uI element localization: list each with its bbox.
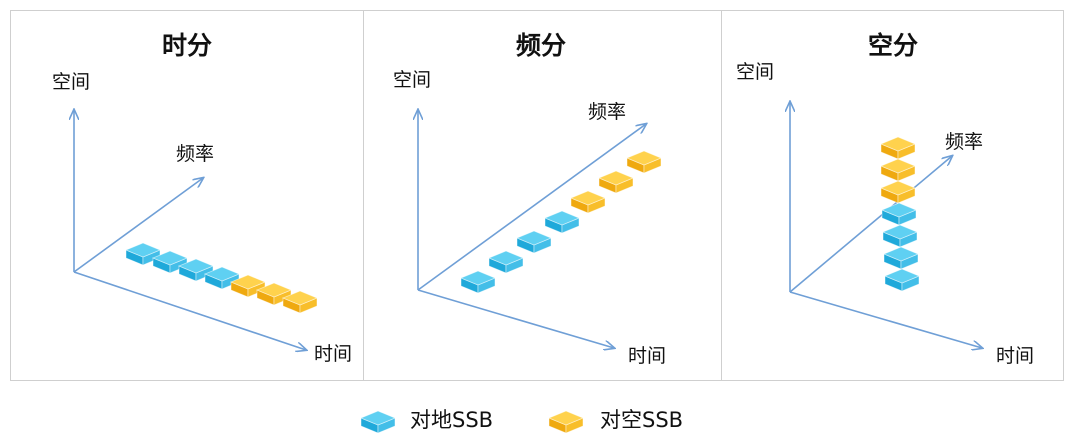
ground-ssb-block <box>515 230 553 254</box>
ssb-blocks <box>124 242 319 314</box>
frequency-axis-label: 频率 <box>176 143 214 165</box>
panel-title: 时分 <box>162 31 212 60</box>
panel-space-division: 空分 空间 频率 时间 <box>721 10 1064 381</box>
ssb-blocks <box>879 136 921 292</box>
ground-ssb-block <box>487 250 525 274</box>
ground-ssb-swatch <box>359 410 397 434</box>
time-axis <box>789 291 982 348</box>
panel-title: 空分 <box>868 31 918 60</box>
time-axis <box>73 271 306 350</box>
ground-ssb-block <box>882 246 920 270</box>
air-ssb-block <box>597 170 635 194</box>
air-ssb-block <box>547 410 585 434</box>
ground-ssb-block <box>543 210 581 234</box>
space-axis-label: 空间 <box>52 71 90 93</box>
ground-ssb-block <box>881 224 919 248</box>
space-axis-label: 空间 <box>736 61 774 83</box>
frequency-axis-label: 频率 <box>588 101 626 123</box>
air-ssb-swatch <box>547 410 585 434</box>
ssb-blocks <box>459 150 663 294</box>
ground-ssb-block <box>459 270 497 294</box>
air-ssb-block <box>281 290 319 314</box>
air-ssb-block <box>229 274 267 298</box>
legend: 对地SSB 对空SSB <box>359 408 683 434</box>
air-ssb-block <box>879 136 917 160</box>
panel-frequency-division: 频分 空间 频率 时间 <box>363 10 722 381</box>
panel-time-division: 时分 空间 频率 时间 <box>10 10 364 381</box>
panel-frame <box>363 10 722 381</box>
air-ssb-label: 对空SSB <box>600 408 683 432</box>
ground-ssb-label: 对地SSB <box>410 408 493 432</box>
time-axis-label: 时间 <box>996 345 1034 367</box>
ground-ssb-block <box>177 258 215 282</box>
frequency-axis <box>73 178 203 273</box>
ground-ssb-block <box>883 268 921 292</box>
panel-title: 频分 <box>516 31 566 60</box>
frequency-axis-label: 频率 <box>945 131 983 153</box>
time-axis <box>417 289 614 348</box>
panel-frame <box>10 10 364 381</box>
air-ssb-block <box>255 282 293 306</box>
air-ssb-block <box>569 190 607 214</box>
time-axis-label: 时间 <box>628 345 666 367</box>
ground-ssb-block <box>203 266 241 290</box>
ground-ssb-block <box>359 410 397 434</box>
ground-ssb-block <box>151 250 189 274</box>
frequency-axis <box>789 156 952 293</box>
ground-ssb-block <box>124 242 162 266</box>
air-ssb-block <box>625 150 663 174</box>
time-axis-label: 时间 <box>314 343 352 365</box>
space-axis-label: 空间 <box>393 69 431 91</box>
air-ssb-block <box>879 180 917 204</box>
frequency-axis <box>417 124 646 291</box>
